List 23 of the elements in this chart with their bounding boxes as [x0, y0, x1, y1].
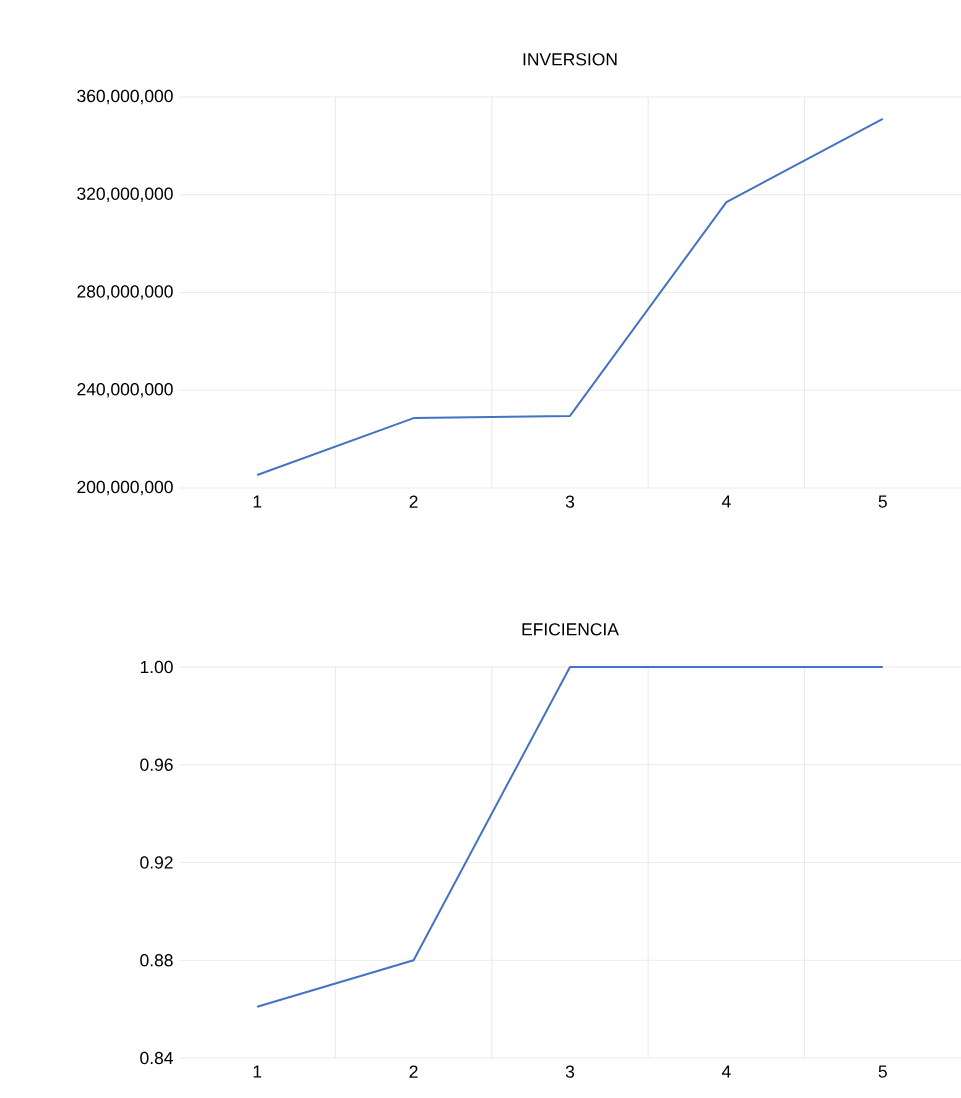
x-tick-label: 1: [253, 1065, 262, 1078]
x-tick-label: 4: [721, 1065, 731, 1078]
chart-title: INVERSION: [523, 53, 617, 66]
x-tick-label: 4: [721, 495, 731, 508]
y-tick-label: 320,000,000: [77, 187, 173, 202]
y-tick-label: 0.92: [140, 856, 173, 869]
y-tick-label: 0.88: [140, 954, 173, 967]
x-tick-label: 3: [565, 495, 574, 508]
y-tick-label: 0.96: [140, 758, 173, 771]
y-tick-label: 0.84: [140, 1051, 173, 1065]
y-tick-label: 280,000,000: [77, 285, 173, 300]
y-tick-label: 240,000,000: [77, 383, 173, 398]
line-series: [256, 117, 884, 477]
x-tick-label: 3: [565, 1065, 574, 1078]
y-tick-label: 200,000,000: [77, 480, 173, 496]
y-tick-label: 360,000,000: [77, 89, 173, 105]
y-tick-label: 1.00: [140, 660, 173, 674]
x-tick-label: 2: [409, 495, 418, 508]
x-tick-label: 5: [878, 495, 887, 508]
x-tick-label: 1: [253, 495, 262, 508]
chart-title: EFICIENCIA: [522, 623, 619, 636]
x-tick-label: 5: [878, 1065, 887, 1078]
x-tick-label: 2: [409, 1065, 418, 1078]
